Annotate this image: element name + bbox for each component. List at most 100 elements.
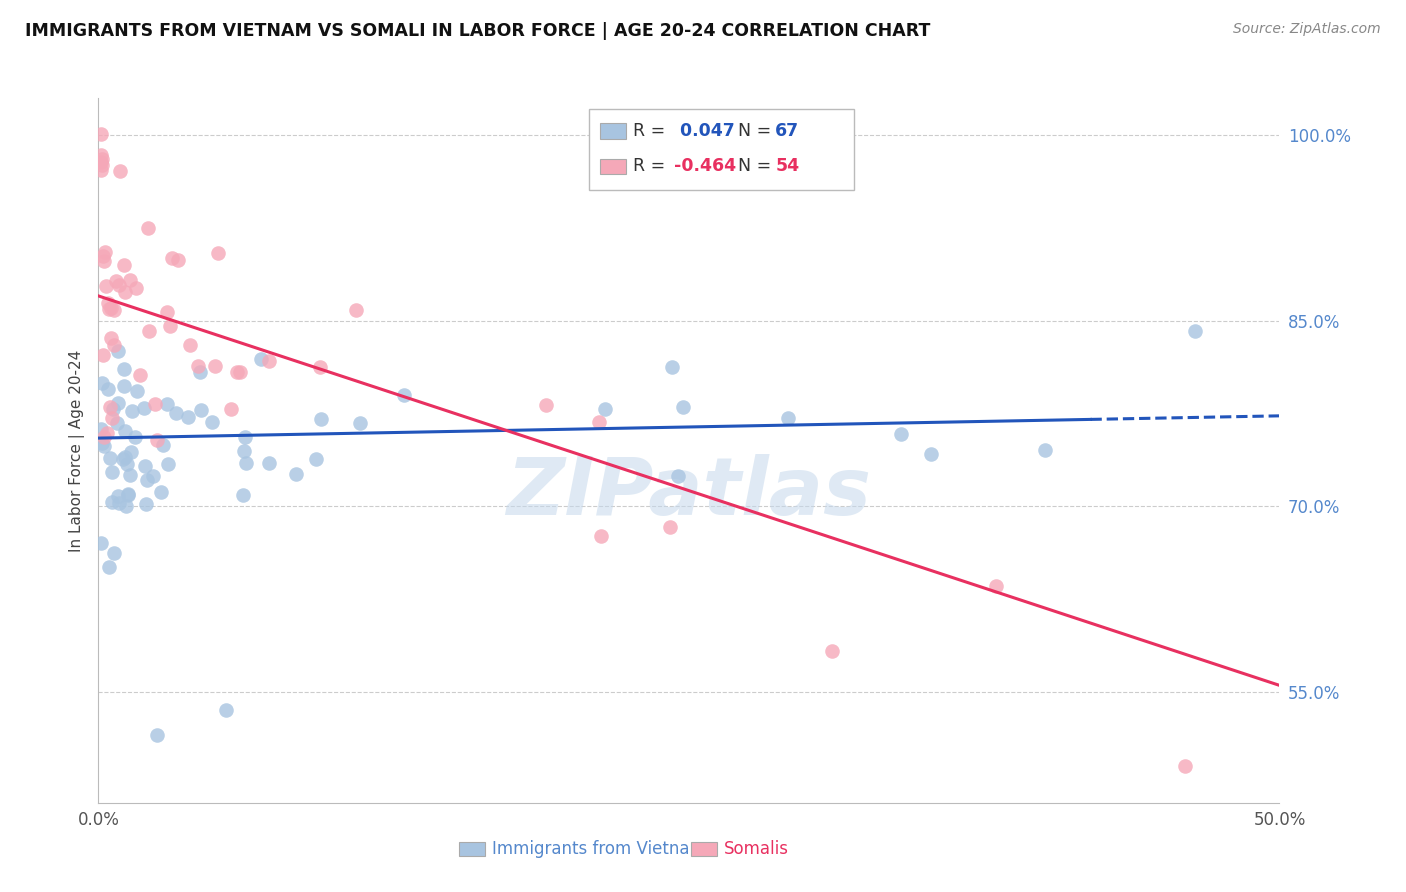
FancyBboxPatch shape: [692, 841, 717, 855]
Point: [820, 643, 842, 657]
Point: [167, 252, 190, 267]
Point: [204, 359, 226, 373]
Point: [100, 494, 122, 508]
Point: [142, 469, 165, 483]
Point: [90, 422, 112, 436]
Point: [91, 249, 114, 263]
Point: [111, 452, 134, 467]
Point: [100, 301, 122, 315]
Point: [257, 354, 280, 368]
Point: [309, 412, 332, 426]
Point: [124, 430, 146, 444]
Point: [249, 352, 271, 367]
Point: [103, 303, 125, 318]
Point: [588, 416, 610, 430]
Point: [135, 497, 157, 511]
Point: [105, 416, 128, 430]
Y-axis label: In Labor Force | Age 20-24: In Labor Force | Age 20-24: [69, 350, 84, 551]
Point: [984, 579, 1007, 593]
Point: [90, 147, 112, 161]
Point: [658, 520, 681, 534]
Point: [661, 359, 683, 374]
Point: [394, 387, 416, 401]
Point: [90, 536, 112, 550]
Point: [93, 429, 115, 443]
Point: [589, 528, 612, 542]
Point: [114, 285, 136, 300]
Point: [156, 457, 179, 471]
Point: [1184, 324, 1206, 338]
Point: [112, 379, 135, 393]
Text: Source: ZipAtlas.com: Source: ZipAtlas.com: [1233, 22, 1381, 37]
Point: [127, 384, 149, 399]
Point: [98, 400, 121, 414]
Point: [117, 486, 139, 500]
Point: [125, 281, 148, 295]
Point: [108, 164, 131, 178]
Text: Immigrants from Vietnam: Immigrants from Vietnam: [492, 839, 706, 857]
Point: [135, 474, 157, 488]
Point: [187, 359, 209, 373]
Point: [146, 433, 169, 447]
Point: [90, 436, 112, 450]
Point: [257, 456, 280, 470]
Point: [90, 162, 112, 177]
Point: [90, 376, 112, 391]
Point: [201, 415, 224, 429]
Point: [284, 467, 307, 481]
Point: [108, 496, 131, 510]
Point: [117, 488, 139, 502]
Point: [98, 451, 121, 466]
Point: [136, 221, 159, 235]
Point: [349, 416, 371, 430]
Point: [103, 338, 125, 352]
Point: [114, 424, 136, 438]
Point: [97, 382, 120, 396]
FancyBboxPatch shape: [589, 109, 855, 190]
Point: [115, 458, 138, 472]
Point: [91, 153, 114, 167]
Point: [229, 365, 252, 379]
Point: [97, 560, 120, 574]
Point: [1033, 442, 1056, 457]
Point: [207, 246, 229, 260]
Text: 67: 67: [775, 122, 799, 140]
Point: [215, 703, 238, 717]
Point: [156, 397, 179, 411]
Point: [920, 447, 942, 461]
FancyBboxPatch shape: [458, 841, 485, 855]
Text: 0.047: 0.047: [673, 122, 734, 140]
Point: [121, 404, 143, 418]
Point: [235, 429, 257, 443]
Point: [149, 484, 172, 499]
Point: [100, 331, 122, 345]
FancyBboxPatch shape: [600, 123, 626, 139]
Point: [232, 443, 254, 458]
Point: [235, 456, 257, 470]
Point: [304, 451, 326, 466]
Point: [226, 366, 249, 380]
Point: [129, 368, 152, 382]
Point: [120, 273, 142, 287]
Point: [219, 402, 242, 417]
Point: [112, 258, 135, 272]
Point: [534, 398, 557, 412]
Point: [672, 401, 695, 415]
Point: [156, 305, 179, 319]
Point: [107, 489, 129, 503]
Point: [890, 427, 912, 442]
Point: [93, 440, 115, 454]
Point: [778, 410, 800, 425]
Text: R =: R =: [634, 122, 671, 140]
Point: [97, 296, 120, 310]
Point: [138, 324, 160, 338]
Point: [96, 426, 118, 441]
Point: [177, 409, 200, 424]
Point: [96, 279, 118, 293]
Text: ZIPatlas: ZIPatlas: [506, 454, 872, 532]
Point: [101, 411, 124, 425]
Point: [179, 338, 201, 352]
Point: [107, 396, 129, 410]
Point: [101, 402, 124, 417]
Point: [152, 437, 174, 451]
